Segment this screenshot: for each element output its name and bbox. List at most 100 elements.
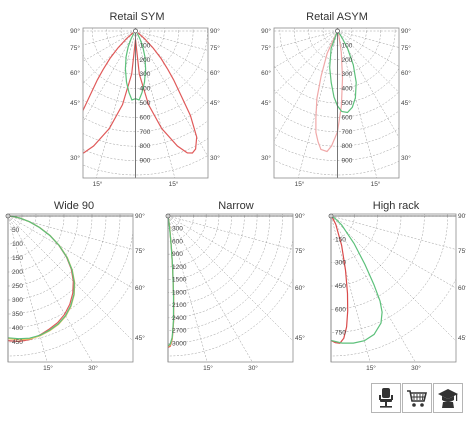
radial-tick-label: 1500	[172, 277, 187, 284]
angle-label-right: 60°	[458, 284, 466, 292]
angle-label-right: 45°	[401, 99, 411, 107]
radial-tick-label: 2400	[172, 315, 187, 322]
grid-ray	[83, 30, 136, 62]
plot-frame	[273, 27, 400, 179]
radial-tick-label: 700	[140, 129, 151, 136]
radial-tick-label: 1200	[172, 264, 187, 271]
angle-label-left: 45°	[261, 99, 271, 107]
angle-label-bottom: 15°	[169, 180, 179, 188]
radial-tick-label: 3000	[172, 340, 187, 347]
angle-label-bottom: 15°	[43, 364, 53, 372]
angle-label-right: 60°	[401, 69, 411, 77]
grid-ray	[135, 30, 176, 178]
radial-tick-label: 2100	[172, 302, 187, 309]
angle-label-right: 30°	[210, 154, 220, 162]
radial-tick-label: 400	[342, 86, 353, 93]
radial-tick-label: 350	[12, 311, 23, 318]
radial-tick-label: 750	[335, 330, 346, 337]
radial-tick-label: 300	[342, 71, 353, 78]
intensity-curve-2	[331, 215, 383, 344]
office-icon-tile[interactable]	[371, 383, 401, 413]
grid-ray	[168, 215, 293, 289]
radial-tick-label: 150	[335, 236, 346, 243]
angle-label-right: 60°	[210, 69, 220, 77]
radial-tick-label: 300	[12, 297, 23, 304]
angle-label-right: 45°	[210, 99, 220, 107]
angle-label-bottom: 30°	[248, 364, 258, 372]
radial-tick-label: 100	[140, 42, 151, 49]
radial-tick-label: 500	[342, 100, 353, 107]
angle-label-right: 45°	[458, 334, 466, 342]
angle-label-right: 45°	[135, 334, 145, 342]
angle-label-right: 60°	[135, 284, 145, 292]
intensity-curve-1	[83, 32, 198, 154]
radial-tick-label: 600	[140, 114, 151, 121]
angle-label-right: 75°	[458, 247, 466, 255]
office-chair-icon	[379, 388, 393, 408]
grid-ray	[8, 215, 133, 250]
chart-wide-90: Wide 90 50 100 150 200 250 300 350 400 450 90° 75° 6…	[5, 200, 145, 372]
grid-ray	[297, 30, 338, 178]
radial-tick-label: 800	[140, 143, 151, 150]
grid-ray	[331, 215, 456, 342]
angle-label-left: 90°	[70, 27, 80, 35]
intensity-curve-3	[168, 215, 175, 347]
radial-tick-label: 150	[12, 255, 23, 262]
grid-ray	[337, 30, 399, 93]
chart-high-rack: High rack 150 300 450 600 750 90° 75° 60° 45° 15° 3…	[328, 200, 466, 372]
angle-label-right: 90°	[295, 212, 305, 220]
angle-label-bottom: 15°	[366, 364, 376, 372]
grid-ray	[8, 215, 133, 342]
origin-marker	[335, 28, 340, 34]
intensity-curve-2	[124, 33, 147, 101]
radial-tick-label: 300	[335, 260, 346, 267]
chart-narrow: Narrow 300 600 900 1200 1500 1800 2100 2400 2700 3…	[165, 200, 305, 372]
radial-tick-label: 600	[172, 238, 183, 245]
retail-icon-tile[interactable]	[402, 383, 432, 413]
intensity-curve-1	[315, 30, 344, 153]
shopping-cart-icon	[407, 390, 428, 407]
grid-ray	[8, 215, 93, 362]
grid-ray	[337, 30, 399, 139]
angle-label-right: 90°	[458, 212, 466, 220]
radial-tick-label: 800	[342, 143, 353, 150]
chart-retail-sym: Retail SYM 100 200 300 400 500 600 700 800 900 90°…	[70, 11, 220, 188]
radial-tick-label: 200	[12, 269, 23, 276]
grid-ray	[331, 215, 416, 362]
radial-tick-label: 900	[172, 251, 183, 258]
angle-label-right: 45°	[295, 334, 305, 342]
radial-tick-label: 1800	[172, 289, 187, 296]
angle-label-left: 60°	[261, 69, 271, 77]
plot-frame	[330, 213, 457, 363]
chart-title: Narrow	[218, 200, 254, 212]
plot-frame	[82, 27, 209, 179]
grid-ray	[168, 215, 208, 362]
chart-title: High rack	[373, 200, 420, 212]
angle-label-left: 90°	[261, 27, 271, 35]
grid-ray	[274, 30, 338, 142]
grid-ray	[168, 215, 253, 362]
grid-ray	[331, 215, 456, 289]
grid-ray	[83, 30, 136, 46]
radial-tick-label: 100	[342, 42, 353, 49]
angle-label-left: 45°	[70, 99, 80, 107]
radial-tick-label: 250	[12, 283, 23, 290]
angle-label-right: 90°	[135, 212, 145, 220]
angle-label-right: 75°	[135, 247, 145, 255]
grid-ray	[8, 215, 133, 289]
angle-label-left: 30°	[261, 154, 271, 162]
angle-label-bottom: 30°	[411, 364, 421, 372]
angle-label-bottom: 15°	[295, 180, 305, 188]
angle-label-right: 75°	[210, 44, 220, 52]
angle-label-bottom: 15°	[93, 180, 103, 188]
grid-ray	[337, 30, 399, 48]
angle-label-right: 60°	[295, 284, 305, 292]
grid-ray	[8, 215, 48, 362]
grid-ray	[274, 30, 338, 68]
angle-label-left: 75°	[261, 44, 271, 52]
education-icon-tile[interactable]	[433, 383, 463, 413]
chart-title: Retail ASYM	[306, 11, 368, 23]
radial-tick-label: 300	[140, 71, 151, 78]
angle-label-left: 30°	[70, 154, 80, 162]
